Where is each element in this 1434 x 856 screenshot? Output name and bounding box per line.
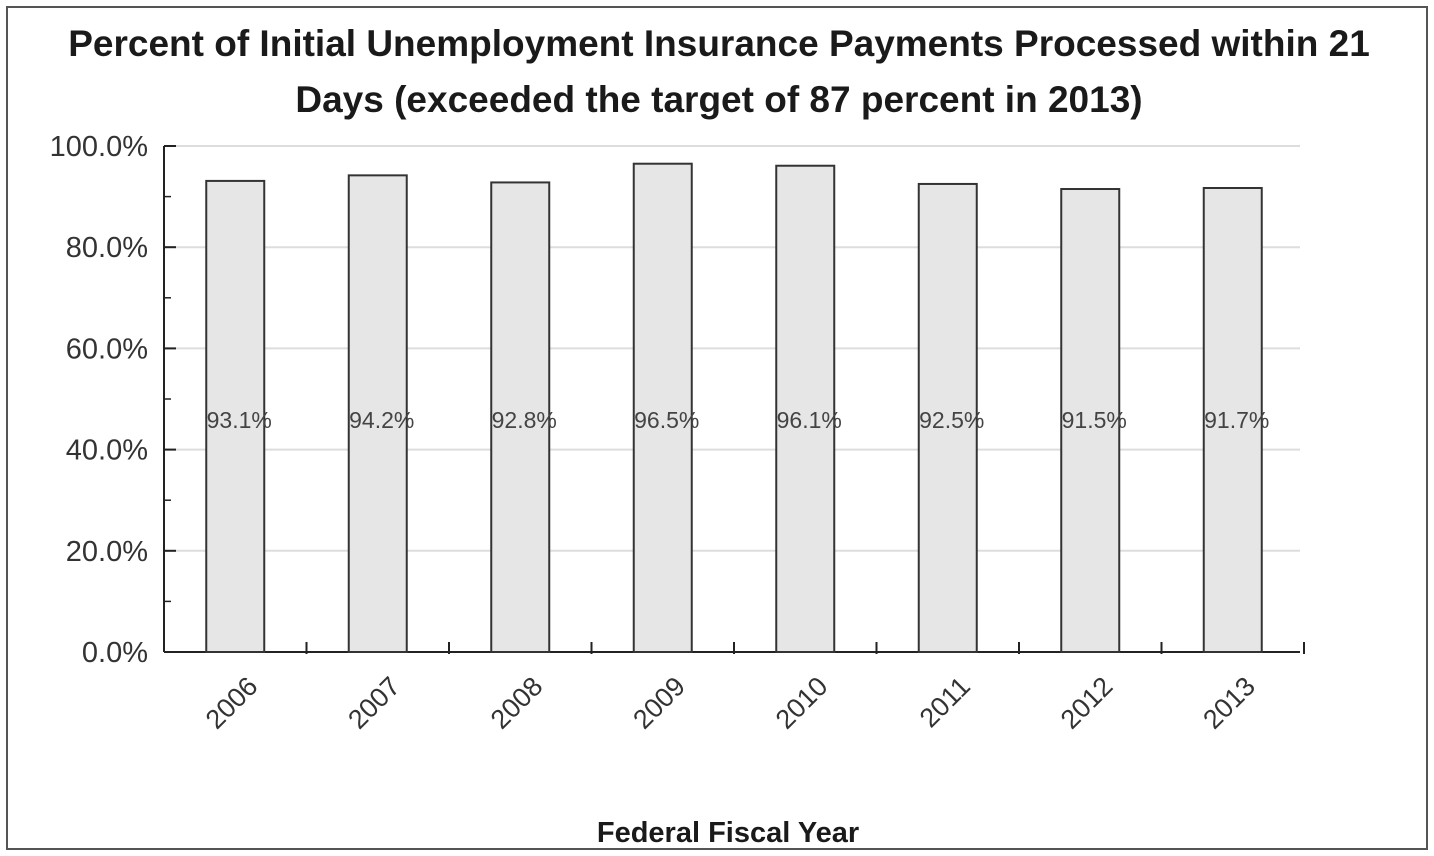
grid-lines: [164, 145, 1300, 552]
data-label-2010: 96.1%: [777, 407, 842, 433]
x-tick-label-2009: 2009: [627, 671, 691, 735]
x-tick-label-2008: 2008: [485, 671, 549, 735]
x-tick-label-2010: 2010: [770, 671, 834, 735]
x-tick-label-2007: 2007: [342, 671, 406, 735]
y-tick-label-0: 0.0%: [82, 637, 148, 669]
x-tick-label-2006: 2006: [200, 671, 264, 735]
bar-2009: [632, 162, 693, 654]
data-label-2009: 96.5%: [634, 407, 699, 433]
x-tick-label-2011: 2011: [914, 671, 976, 733]
data-label-2008: 92.8%: [492, 407, 557, 433]
chart-title-line-1: Percent of Initial Unemployment Insuranc…: [68, 23, 1370, 64]
y-tick-label-60: 60.0%: [66, 333, 148, 365]
bar-2007: [347, 174, 408, 654]
x-tick-label-2013: 2013: [1197, 671, 1261, 735]
bar-2008: [490, 181, 551, 653]
y-tick-label-40: 40.0%: [66, 435, 148, 467]
chart-title-line-2: Days (exceeded the target of 87 percent …: [295, 79, 1142, 120]
data-label-2006: 93.1%: [207, 407, 272, 433]
data-label-2007: 94.2%: [349, 407, 414, 433]
bar-2011: [917, 182, 978, 653]
chart-frame: Percent of Initial Unemployment Insuranc…: [6, 6, 1428, 850]
x-tick-label-2012: 2012: [1055, 671, 1119, 735]
bar-2013: [1202, 186, 1263, 654]
bar-2006: [205, 179, 266, 653]
data-label-2011: 92.5%: [919, 407, 984, 433]
bar-2010: [775, 164, 836, 653]
bar-2012: [1060, 188, 1121, 653]
y-tick-label-20: 20.0%: [66, 536, 148, 568]
data-label-2013: 91.7%: [1204, 407, 1269, 433]
y-tick-label-80: 80.0%: [66, 232, 148, 264]
x-axis-title: Federal Fiscal Year: [597, 817, 859, 849]
bar-chart: Percent of Initial Unemployment Insuranc…: [50, 23, 1370, 849]
y-tick-label-100: 100.0%: [50, 131, 148, 163]
data-label-2012: 91.5%: [1062, 407, 1127, 433]
